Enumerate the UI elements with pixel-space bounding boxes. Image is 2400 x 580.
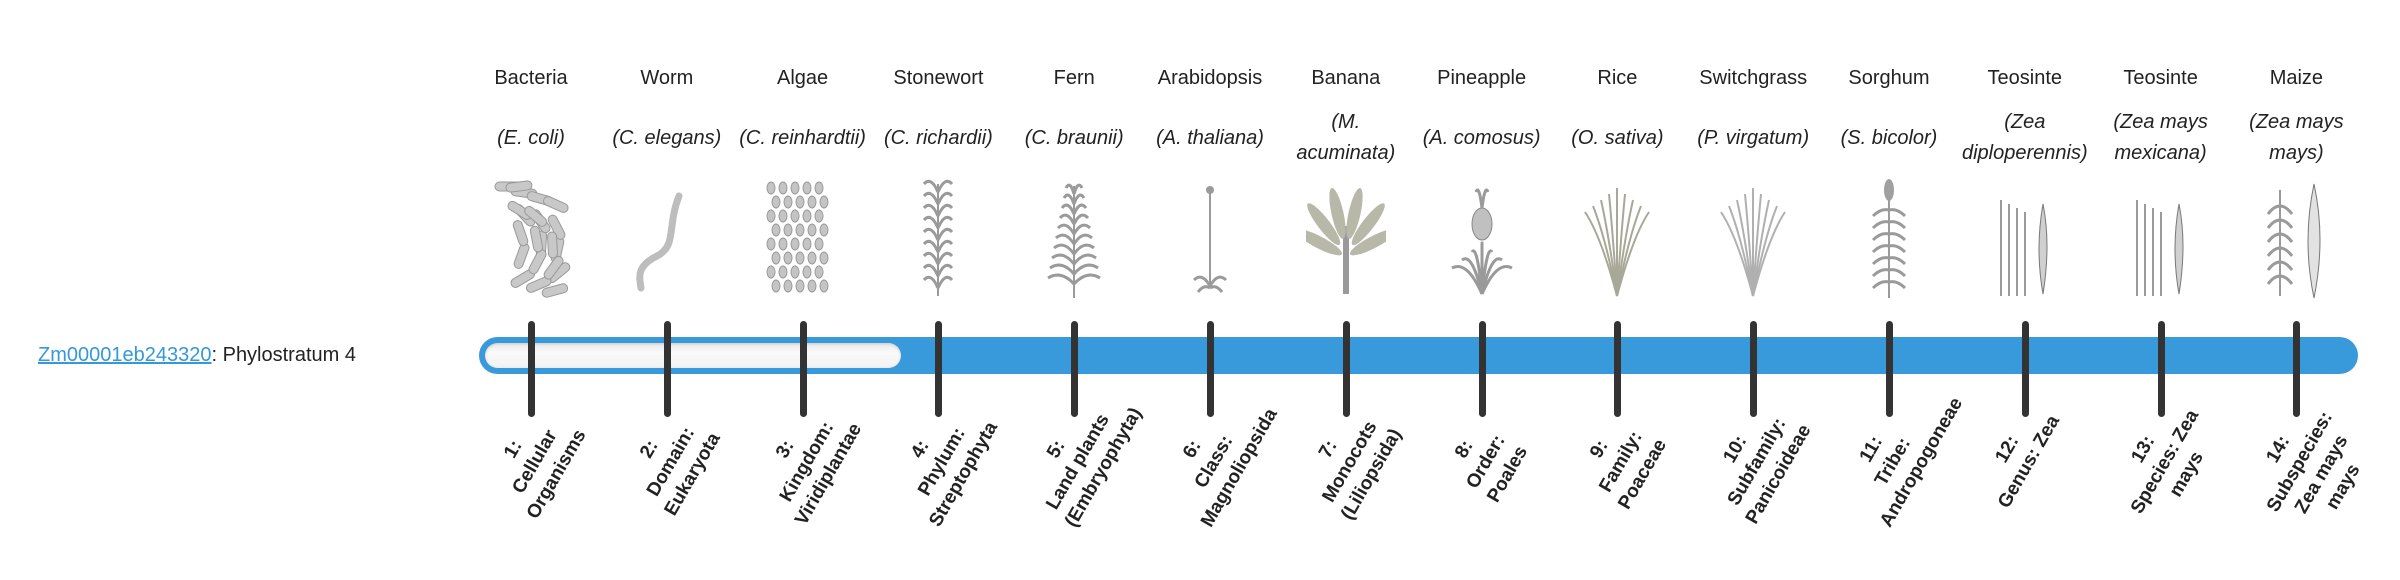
phylostratum-bar-empty (485, 343, 902, 368)
column-scientific-name: (C. elegans) (612, 126, 722, 149)
column-common-name: Maize (2269, 67, 2324, 89)
stratum-tick (935, 321, 943, 417)
stratum-tick (2293, 321, 2301, 417)
stratum-label: 10: Subfamily: Panicoideae (1695, 392, 1819, 532)
stratum-label: 9: Family: Poaceae (1559, 392, 1683, 532)
stratum-tick (1886, 321, 1893, 417)
column-scientific-name: (C. reinhardtii) (739, 126, 866, 149)
stratum-tick (663, 321, 671, 417)
column-common-name: Stonewort (893, 67, 984, 89)
column-scientific-name: (M. acuminata) (1296, 111, 1396, 164)
stratum-label: 2: Domain: Eukaryota (609, 392, 733, 532)
stratum-label: 3: Kingdom: Viridiplantae (745, 392, 869, 532)
rice-icon (1549, 176, 1685, 300)
stratum-label: 8: Order: Poales (1424, 392, 1548, 532)
stratum-label: 1: Cellular Organisms (473, 392, 597, 532)
maize-icon (2228, 176, 2364, 300)
column-scientific-name: (C. richardii) (883, 126, 993, 149)
fern-icon (1006, 176, 1142, 300)
column-common-name: Teosinte (1987, 67, 2063, 89)
column-scientific-name: (S. bicolor) (1840, 126, 1938, 149)
column-scientific-name: (Zea diploperennis) (1961, 111, 2088, 164)
stratum-tick (1342, 321, 1350, 417)
column-common-name: Worm (640, 67, 694, 89)
phylostratum-bar (479, 337, 2358, 374)
column-common-name: Banana (1311, 67, 1381, 89)
column-scientific-name: (P. virgatum) (1697, 126, 1810, 149)
stratum-tick (1614, 321, 1622, 417)
pineapple-icon (1414, 176, 1550, 300)
stratum-label: 6: Class: Magnoliopsida (1152, 392, 1282, 532)
column-scientific-name: (A. thaliana) (1156, 126, 1264, 149)
algae-icon (735, 176, 871, 300)
stonewort-icon (870, 176, 1006, 300)
stratum-label: 11: Tribe: Andropogoneae (1831, 392, 1967, 532)
column-scientific-name: (E. coli) (497, 126, 565, 149)
column-scientific-name: (Zea mays mays) (2249, 111, 2344, 164)
stratum-label: 5: Land plants (Embryophyta) (1016, 392, 1146, 532)
column-common-name: Fern (1053, 67, 1095, 89)
banana-icon (1278, 176, 1414, 300)
stratum-tick (1478, 321, 1486, 417)
column-scientific-name: (A. comosus) (1422, 126, 1541, 149)
stratum-tick (1071, 321, 1079, 417)
phylostratum-label: : Phylostratum 4 (211, 344, 356, 366)
column-common-name: Bacteria (494, 67, 568, 89)
gene-link[interactable]: Zm00001eb243320 (38, 344, 212, 366)
teosinte-icon (1957, 176, 2093, 300)
arabidopsis-icon (1142, 176, 1278, 300)
stratum-tick (1207, 321, 1214, 417)
stratum-label: 13: Species: Zea mays (2103, 392, 2227, 532)
stratum-label: 4: Phylum: Streptophyta (880, 392, 1004, 532)
column-common-name: Algae (777, 67, 829, 89)
switchgrass-icon (1685, 176, 1821, 300)
stratum-label: 14: Subspecies: Zea mays mays (2238, 392, 2384, 544)
column-common-name: Switchgrass (1699, 67, 1808, 89)
stratum-tick (1750, 321, 1758, 417)
column-common-name: Rice (1597, 67, 1638, 89)
column-common-name: Teosinte (2123, 67, 2198, 89)
stratum-tick (799, 321, 807, 417)
column-scientific-name: (Zea mays mexicana) (2113, 111, 2208, 164)
teosinte-icon (2093, 176, 2229, 300)
column-common-name: Arabidopsis (1157, 67, 1263, 89)
bacteria-icon (463, 176, 599, 300)
stratum-label: 7: Monocots (Liliopsida) (1288, 392, 1412, 532)
column-common-name: Pineapple (1437, 67, 1527, 89)
stratum-tick (528, 321, 535, 417)
worm-icon (599, 176, 735, 300)
column-common-name: Sorghum (1848, 67, 1930, 89)
stratum-tick (2021, 321, 2029, 417)
column-scientific-name: (O. sativa) (1571, 126, 1664, 149)
sorghum-icon (1821, 176, 1957, 300)
gene-heading: Zm00001eb243320: Phylostratum 4 (38, 340, 356, 370)
stratum-tick (2157, 321, 2165, 417)
column-scientific-name: (C. braunii) (1024, 126, 1124, 149)
stratum-label: 12: Genus: Zea (1967, 392, 2069, 519)
